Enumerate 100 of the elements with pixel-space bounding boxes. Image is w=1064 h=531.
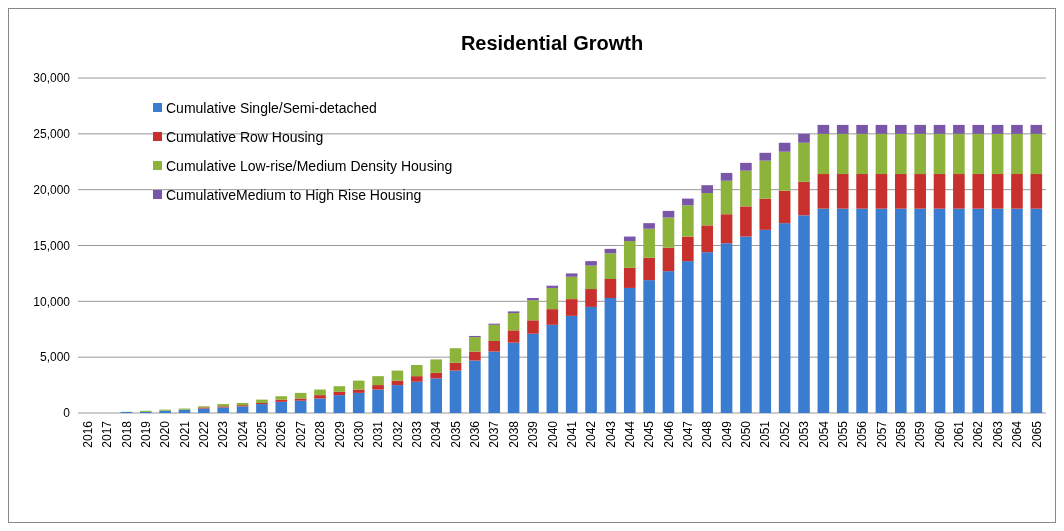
bar bbox=[507, 342, 520, 413]
bar bbox=[1030, 208, 1043, 413]
chart-title: Residential Growth bbox=[460, 32, 644, 54]
bar bbox=[720, 172, 733, 181]
bar bbox=[565, 273, 578, 277]
bar bbox=[817, 208, 830, 413]
bar bbox=[1011, 124, 1023, 134]
bar bbox=[604, 253, 617, 279]
bar bbox=[275, 401, 288, 413]
y-tick-label: 30,000 bbox=[33, 71, 71, 86]
bar bbox=[991, 174, 1004, 209]
x-tick-label: 2042 bbox=[584, 420, 599, 448]
bar bbox=[372, 385, 384, 390]
bar bbox=[488, 351, 501, 413]
bar bbox=[759, 229, 772, 413]
bar bbox=[953, 174, 965, 209]
bar bbox=[740, 170, 752, 207]
bar bbox=[643, 223, 655, 229]
x-tick-label: 2026 bbox=[274, 420, 289, 448]
bar bbox=[914, 208, 926, 413]
bar bbox=[682, 236, 694, 262]
bar bbox=[894, 133, 907, 175]
bar bbox=[527, 320, 539, 334]
bar bbox=[972, 174, 985, 209]
x-tick-label: 2049 bbox=[719, 420, 734, 448]
bar bbox=[701, 225, 714, 253]
bar bbox=[430, 378, 442, 413]
bar bbox=[778, 142, 791, 152]
x-tick-label: 2038 bbox=[506, 420, 521, 448]
bar bbox=[759, 198, 772, 230]
bar bbox=[469, 351, 481, 361]
bar bbox=[875, 124, 888, 134]
bar bbox=[565, 299, 578, 316]
bar bbox=[662, 271, 675, 413]
legend-label: CumulativeMedium to High Rise Housing bbox=[166, 186, 422, 203]
bar bbox=[643, 228, 655, 258]
bar bbox=[565, 315, 578, 413]
x-tick-label: 2024 bbox=[235, 420, 250, 448]
y-tick-label: 5,000 bbox=[39, 350, 71, 365]
bar bbox=[1030, 133, 1043, 175]
x-tick-label: 2040 bbox=[545, 420, 560, 448]
bar bbox=[894, 174, 907, 209]
x-tick-label: 2039 bbox=[526, 420, 541, 448]
bar bbox=[972, 124, 985, 134]
x-tick-label: 2058 bbox=[894, 420, 908, 448]
x-tick-label: 2048 bbox=[700, 420, 715, 448]
x-tick-label: 2053 bbox=[797, 420, 812, 448]
bar bbox=[817, 174, 830, 209]
bar bbox=[1011, 133, 1023, 175]
bar bbox=[817, 133, 830, 175]
bar bbox=[953, 133, 965, 175]
bar bbox=[720, 214, 733, 244]
bar bbox=[740, 162, 752, 171]
x-tick-label: 2064 bbox=[1010, 420, 1025, 448]
bar bbox=[972, 133, 985, 175]
bar bbox=[740, 206, 752, 237]
bar bbox=[875, 133, 888, 175]
bar bbox=[856, 174, 868, 209]
bar bbox=[469, 337, 481, 352]
bar bbox=[856, 208, 868, 413]
bar bbox=[352, 380, 365, 390]
bar bbox=[953, 208, 965, 413]
x-tick-label: 2023 bbox=[216, 420, 231, 448]
bar bbox=[236, 406, 249, 413]
x-tick-label: 2060 bbox=[932, 420, 947, 448]
bar bbox=[314, 389, 326, 396]
bar bbox=[372, 376, 384, 386]
bar bbox=[778, 223, 791, 413]
bar bbox=[623, 267, 636, 288]
x-tick-label: 2017 bbox=[100, 420, 115, 448]
bar bbox=[972, 208, 985, 413]
bar bbox=[352, 392, 365, 413]
bar bbox=[701, 193, 714, 226]
x-tick-label: 2062 bbox=[971, 420, 986, 448]
bar bbox=[449, 348, 462, 363]
bar bbox=[585, 289, 597, 307]
x-tick-label: 2016 bbox=[80, 420, 95, 448]
bar bbox=[507, 313, 520, 331]
x-tick-label: 2054 bbox=[816, 420, 831, 448]
bar bbox=[759, 152, 772, 161]
x-tick-label: 2043 bbox=[603, 420, 618, 448]
bar bbox=[778, 190, 791, 224]
bar bbox=[836, 208, 849, 413]
bar bbox=[585, 265, 597, 290]
y-tick-label: 20,000 bbox=[33, 182, 71, 197]
x-tick-label: 2047 bbox=[681, 420, 696, 448]
x-tick-label: 2051 bbox=[758, 420, 773, 448]
x-tick-label: 2033 bbox=[410, 420, 424, 448]
bar bbox=[856, 124, 868, 134]
bar bbox=[604, 297, 617, 413]
bar bbox=[914, 124, 926, 134]
bar bbox=[798, 215, 810, 413]
bar bbox=[430, 359, 442, 373]
bar bbox=[817, 124, 830, 134]
bar bbox=[1011, 174, 1023, 209]
bar bbox=[701, 252, 714, 413]
x-tick-label: 2025 bbox=[255, 420, 270, 448]
bar bbox=[546, 309, 559, 325]
bar bbox=[662, 217, 675, 248]
bar bbox=[798, 133, 810, 143]
